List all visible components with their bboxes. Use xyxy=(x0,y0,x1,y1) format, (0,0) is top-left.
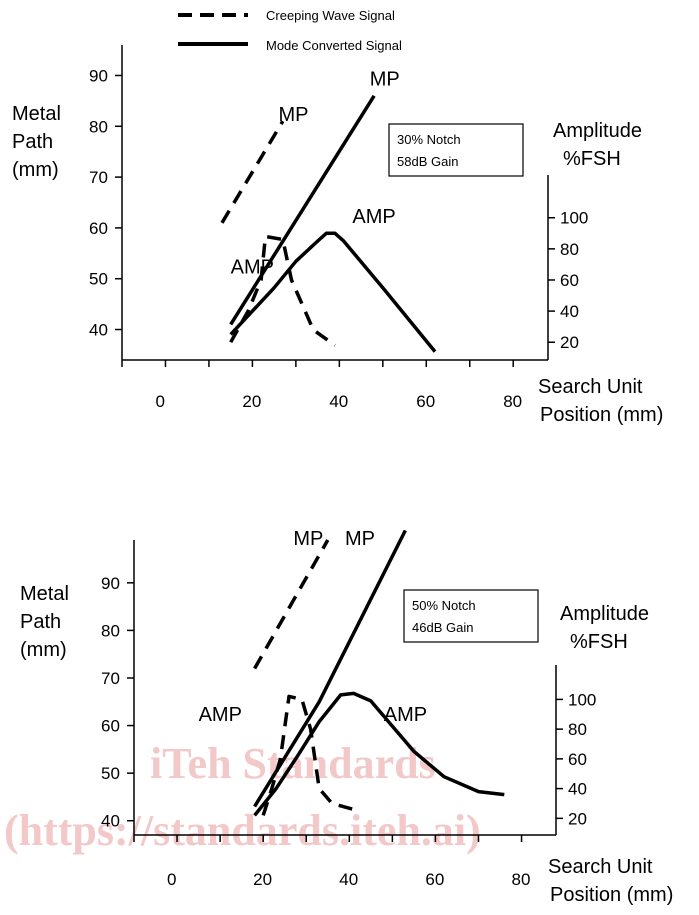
x-tick-label: 60 xyxy=(416,392,435,411)
series-label: MP xyxy=(370,69,400,91)
x-tick-label: 0 xyxy=(167,870,176,889)
y-right-tick-label: 20 xyxy=(568,809,587,828)
y-left-tick-label: 60 xyxy=(101,717,120,736)
y-left-tick-label: 50 xyxy=(89,270,108,289)
series-label: AMP xyxy=(352,206,395,228)
chart-top: 40 50 60 70 80 90 20 40 60 80 100 0 20 40 60 80 Metal Pat… xyxy=(12,45,663,426)
x-tick-label: 0 xyxy=(155,392,164,411)
legend-label-creeping: Creeping Wave Signal xyxy=(266,8,395,23)
x-tick-label: 40 xyxy=(339,870,358,889)
y-right-tick-label: 80 xyxy=(568,720,587,739)
x-axis-title: Search Unit xyxy=(548,856,653,878)
y-right-tick-label: 100 xyxy=(568,690,596,709)
x-tick-label: 80 xyxy=(503,392,522,411)
y-left-tick-label: 70 xyxy=(89,168,108,187)
y-right-tick-label: 80 xyxy=(560,240,579,259)
y-left-tick-label: 70 xyxy=(101,669,120,688)
series-creeping-amp xyxy=(261,694,355,816)
y-left-tick-label: 90 xyxy=(89,66,108,85)
note-text: 30% Notch xyxy=(397,132,461,147)
x-axis-title: Position (mm) xyxy=(550,884,673,906)
y-right-tick-label: 60 xyxy=(568,750,587,769)
y-left-tick-label: 60 xyxy=(89,219,108,238)
y-left-tick-label: 40 xyxy=(89,321,108,340)
y-left-axis-title: (mm) xyxy=(12,159,59,181)
watermark: iTeh Standards (https://standards.iteh.a… xyxy=(4,739,481,855)
y-left-axis-title: Path xyxy=(20,611,61,633)
note-text: 50% Notch xyxy=(412,598,476,613)
y-right-tick-label: 100 xyxy=(560,209,588,228)
y-left-tick-label: 40 xyxy=(101,812,120,831)
legend: Creeping Wave Signal Mode Converted Sign… xyxy=(178,8,402,53)
note-box xyxy=(403,589,539,643)
y-left-axis-title: (mm) xyxy=(20,639,67,661)
series-creeping-amp xyxy=(229,234,337,347)
y-left-tick-label: 80 xyxy=(101,621,120,640)
series-label: MP xyxy=(345,528,375,550)
series-mode-amp xyxy=(229,231,437,353)
series-label: AMP xyxy=(199,704,242,726)
watermark-line-2: (https://standards.iteh.ai) xyxy=(4,806,481,855)
series-creeping-mp xyxy=(220,120,285,224)
y-right-axis-title: Amplitude xyxy=(553,120,642,142)
chart-bottom: 40 50 60 70 80 90 20 40 60 80 100 0 20 40 60 80 Metal Pat… xyxy=(20,528,673,906)
y-right-tick-label: 40 xyxy=(568,780,587,799)
y-left-axis-title: Metal xyxy=(20,583,69,605)
x-axis-title: Search Unit xyxy=(538,376,643,398)
y-left-tick-label: 50 xyxy=(101,764,120,783)
note-text: 46dB Gain xyxy=(412,620,473,635)
x-tick-label: 60 xyxy=(425,870,444,889)
series-mode-mp xyxy=(229,94,376,326)
series-label: MP xyxy=(293,528,323,550)
y-right-axis-title: %FSH xyxy=(563,148,621,170)
y-right-tick-label: 60 xyxy=(560,271,579,290)
x-tick-label: 20 xyxy=(242,392,261,411)
x-axis-title: Position (mm) xyxy=(540,404,663,426)
y-left-axis-title: Metal xyxy=(12,103,61,125)
series-label: AMP xyxy=(384,704,427,726)
y-left-axis-title: Path xyxy=(12,131,53,153)
y-right-axis-title: Amplitude xyxy=(560,603,649,625)
series-mode-mp xyxy=(253,529,407,808)
x-tick-label: 80 xyxy=(512,870,531,889)
series-label: AMP xyxy=(231,257,274,279)
y-left-tick-label: 90 xyxy=(101,574,120,593)
x-tick-label: 40 xyxy=(329,392,348,411)
legend-label-mode: Mode Converted Signal xyxy=(266,38,402,53)
y-left-tick-label: 80 xyxy=(89,117,108,136)
series-label: MP xyxy=(278,104,308,126)
x-tick-label: 20 xyxy=(253,870,272,889)
note-box xyxy=(388,123,524,177)
y-right-tick-label: 40 xyxy=(560,302,579,321)
series-creeping-mp xyxy=(253,539,330,670)
y-right-axis-title: %FSH xyxy=(570,631,628,653)
y-right-tick-label: 20 xyxy=(560,333,579,352)
note-text: 58dB Gain xyxy=(397,154,458,169)
series-mode-amp xyxy=(253,691,505,817)
